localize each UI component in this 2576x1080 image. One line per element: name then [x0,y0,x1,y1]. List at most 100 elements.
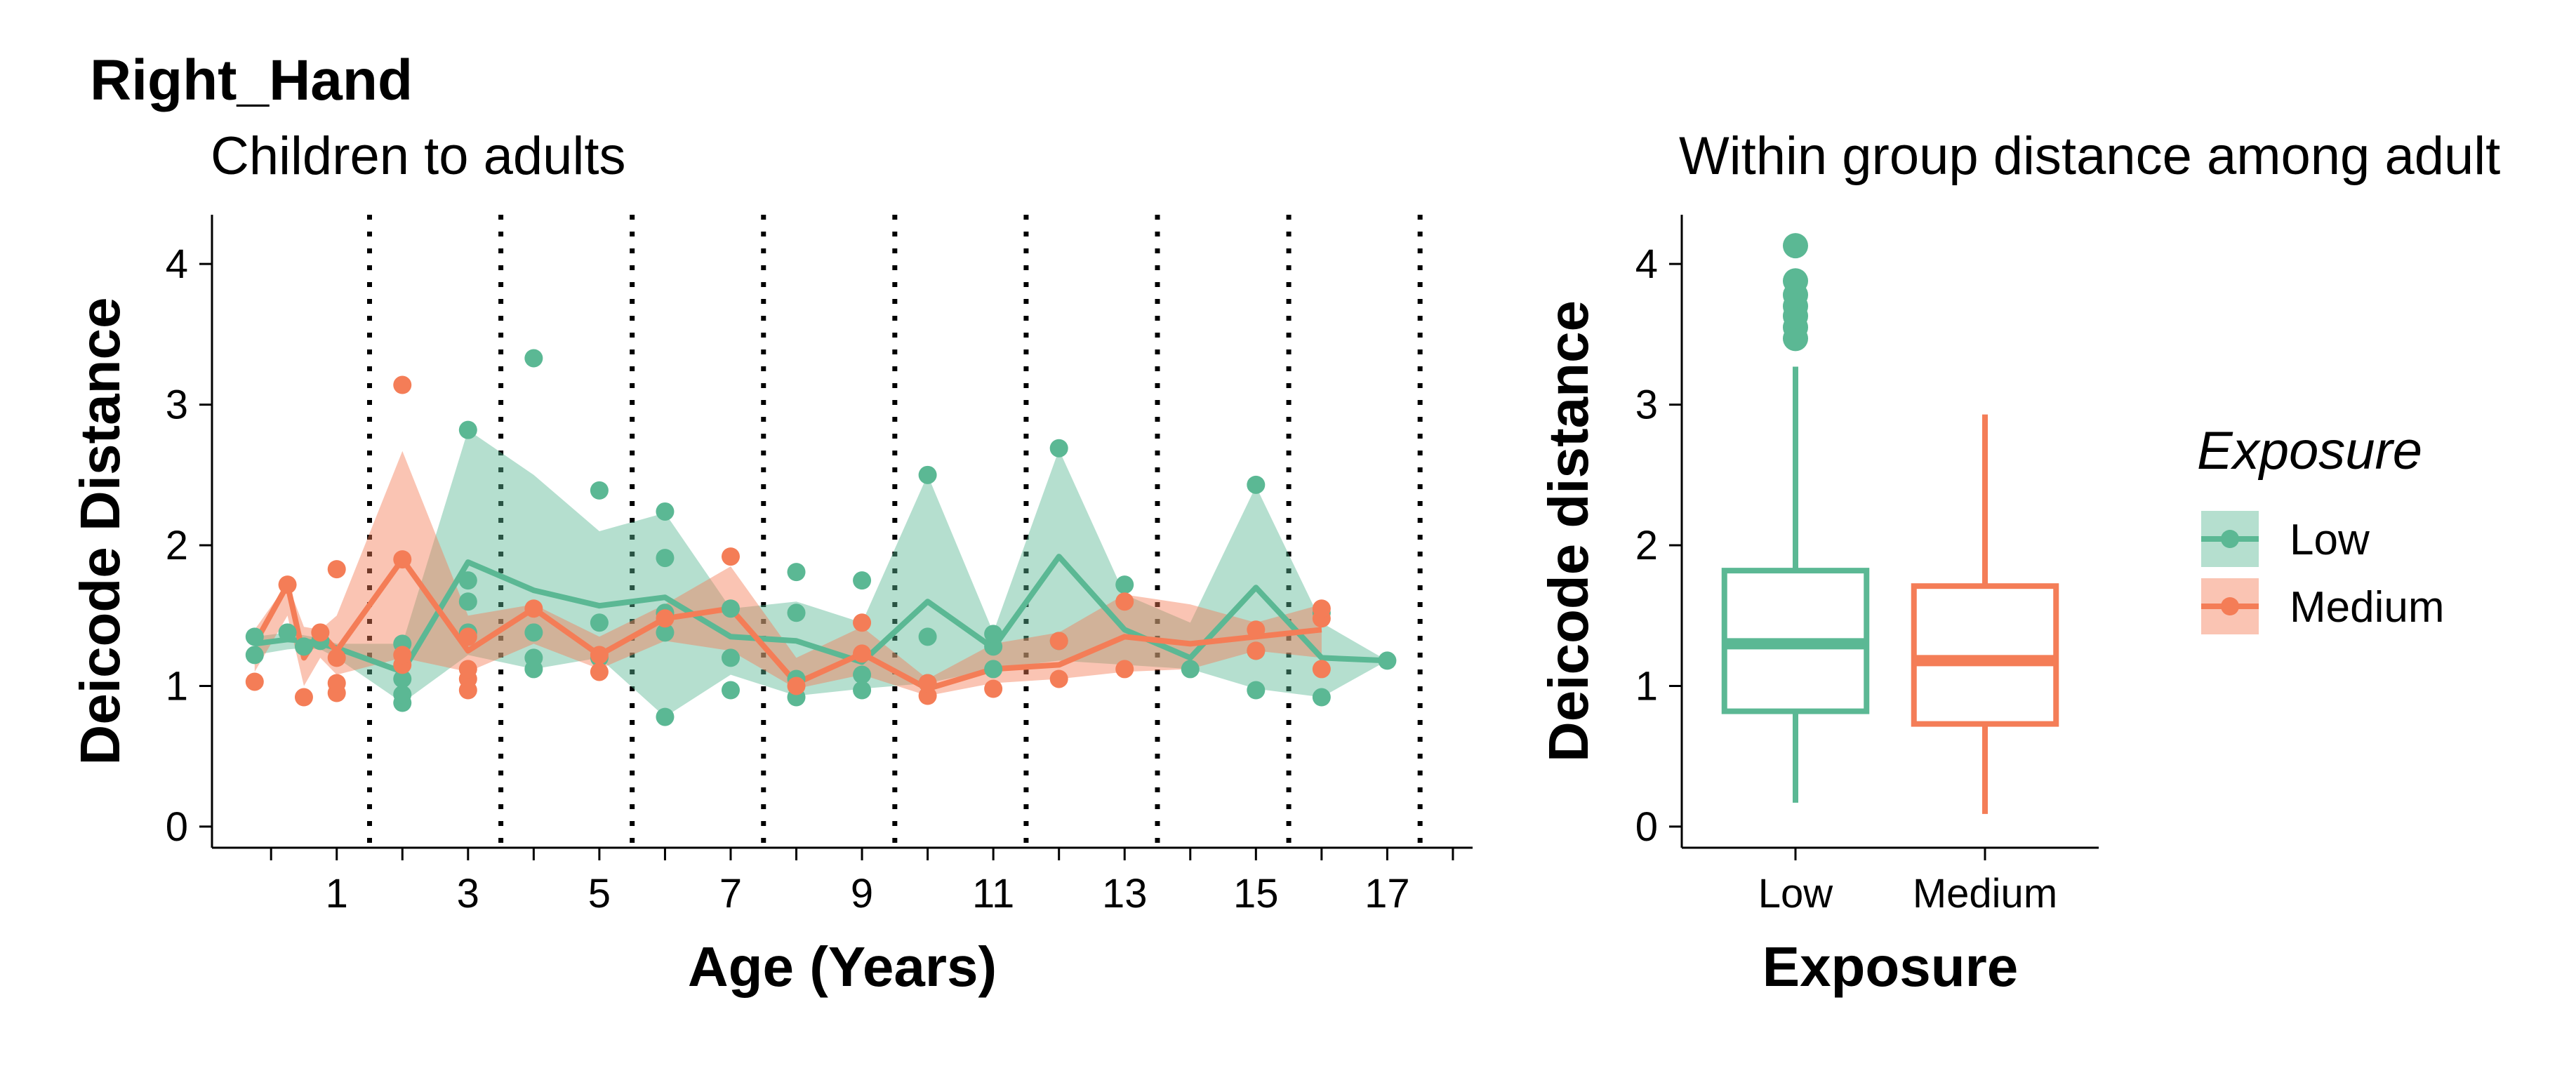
point-medium [1115,660,1134,679]
point-medium [311,623,330,642]
point-low [1378,651,1397,670]
y-tick-label: 4 [166,241,188,287]
point-medium [327,674,346,693]
point-low [656,549,675,568]
point-low [1049,439,1068,458]
point-low [524,648,543,667]
point-medium [787,676,806,695]
x-axis-title: Age (Years) [688,935,997,998]
x-tick-label: 11 [972,871,1014,916]
point-low [853,571,872,590]
point-low [656,502,675,521]
point-low [853,681,872,700]
x-tick-label: 3 [457,871,479,916]
point-medium [721,547,740,566]
point-medium [1049,669,1068,688]
point-low [524,623,543,642]
point-medium [327,648,346,667]
box-x-axis-title: Exposure [1762,935,2019,998]
point-low [590,613,609,632]
x-tick-label: Low [1758,871,1834,916]
point-low [984,637,1003,656]
y-axis-title: Deicode Distance [69,298,131,766]
point-medium [918,674,937,693]
y-tick-label: 3 [1635,382,1658,428]
point-medium [1247,620,1266,639]
y-tick-label: 3 [166,382,188,428]
point-low [1312,688,1331,707]
point-low [1181,660,1200,679]
point-medium [294,688,313,707]
point-medium [393,646,412,665]
point-low [458,592,477,611]
legend-dot-medium [2221,597,2239,615]
outlier-low [1783,233,1808,259]
point-low [278,623,297,642]
box-medium [1911,583,2059,727]
figure-title: Right_Hand [90,48,413,112]
point-medium [1115,592,1134,611]
x-tick-label: 1 [326,871,348,916]
point-medium [853,644,872,663]
point-medium [278,575,297,594]
point-low [458,420,477,439]
point-low [721,648,740,667]
point-medium [590,646,609,665]
point-low [918,627,937,646]
point-low [245,646,264,665]
point-medium [1312,599,1331,618]
y-tick-label: 1 [1635,663,1658,709]
x-tick-label: 7 [719,871,742,916]
box-plots [1721,233,2059,814]
y-axis-ticks: 0 1 2 3 4 [166,241,212,850]
box-panel-title: Within group distance among adult [1679,126,2500,186]
point-low [918,465,937,484]
point-low [1247,475,1266,494]
point-low [393,669,412,688]
point-medium [1312,660,1331,679]
point-medium [853,613,872,632]
x-tick-label: 13 [1102,871,1148,916]
point-medium [245,672,264,691]
legend-title: Exposure [2197,421,2422,481]
y-tick-label: 0 [1635,804,1658,850]
point-low [458,571,477,590]
point-medium [1049,632,1068,651]
legend-dot-low [2221,530,2239,548]
point-low [787,563,806,582]
x-tick-label: 15 [1233,871,1279,916]
point-low [656,623,675,642]
point-low [721,681,740,700]
age-group-dividers [367,215,1423,848]
point-medium [590,662,609,681]
point-medium [458,627,477,646]
point-low [853,665,872,684]
point-medium [656,609,675,628]
legend: Exposure Low Medium [2197,421,2445,634]
y-tick-label: 4 [1635,241,1658,287]
x-tick-label: 17 [1365,871,1410,916]
legend-label-low: Low [2290,516,2370,564]
legend-items: Low Medium [2201,511,2445,634]
y-tick-label: 0 [166,804,188,850]
point-medium [327,560,346,579]
point-low [294,637,313,656]
point-medium [393,375,412,394]
point-medium [1247,641,1266,660]
point-low [721,599,740,618]
x-axis-ticks: 1 3 5 7 9 11 13 15 17 [270,848,1454,916]
x-tick-label: 9 [851,871,873,916]
box-x-axis-ticks: Low Medium [1758,848,2057,916]
outlier-low [1783,268,1808,294]
point-low [984,660,1003,679]
point-low [524,349,543,368]
point-low [245,627,264,646]
legend-label-medium: Medium [2290,583,2445,632]
data-points [245,349,1397,726]
x-tick-label: 5 [588,871,611,916]
y-tick-label: 2 [166,523,188,568]
box-y-axis-ticks: 0 1 2 3 4 [1635,241,1682,850]
point-low [984,625,1003,644]
box-panel: Within group distance among adult 01234 … [1537,126,2500,998]
